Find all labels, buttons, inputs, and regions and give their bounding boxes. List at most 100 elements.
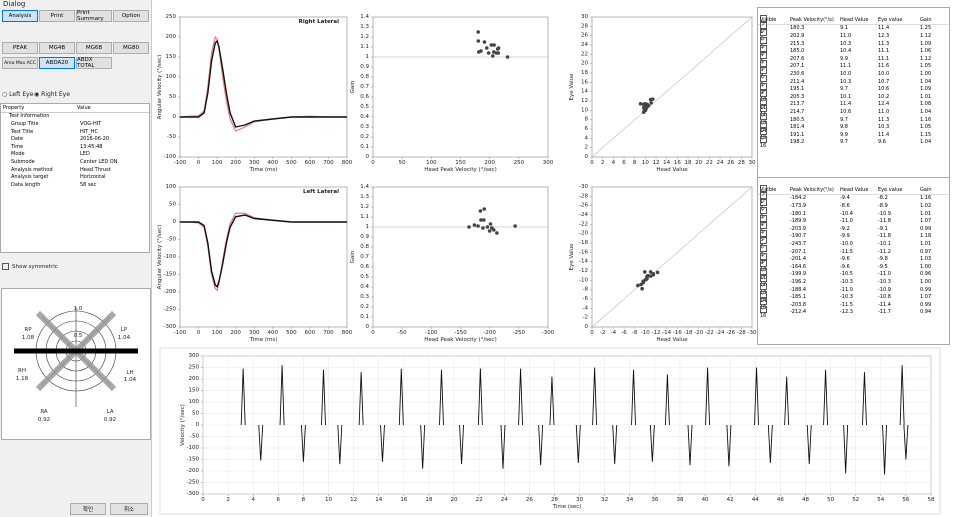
- cell: 1.18: [918, 233, 946, 239]
- checkbox[interactable]: ✓: [760, 222, 767, 230]
- ok-button[interactable]: 확인: [70, 503, 106, 515]
- x-tick-label: 250: [514, 160, 525, 166]
- cell-text: 0.99: [920, 286, 932, 293]
- checkbox[interactable]: ✓: [760, 207, 767, 215]
- checkbox[interactable]: ✓: [760, 260, 767, 268]
- checkbox[interactable]: ✓: [760, 21, 767, 29]
- checkbox[interactable]: ✓: [760, 75, 767, 83]
- x-tick-label: -100: [174, 160, 187, 166]
- impulse: [500, 424, 506, 469]
- cell: 10.3: [876, 124, 918, 130]
- checkbox[interactable]: ✓: [760, 90, 767, 98]
- checkbox[interactable]: ✓: [760, 120, 767, 128]
- select-all: [758, 178, 949, 192]
- y-tick-label: 0.3: [360, 124, 369, 130]
- checkbox[interactable]: ✓: [760, 82, 767, 90]
- radio-right-eye[interactable]: ◉ Right Eye: [34, 91, 70, 98]
- cell-text: 1.06: [920, 48, 932, 55]
- cell: -196.2: [788, 279, 838, 285]
- cell-text: 5: [760, 229, 764, 236]
- checkbox[interactable]: Show symmetric: [2, 263, 58, 270]
- cell-text: -11.0: [840, 286, 853, 293]
- checkbox[interactable]: ✓: [760, 105, 767, 113]
- checkbox[interactable]: ✓: [760, 275, 767, 283]
- checkbox[interactable]: ✓: [760, 37, 767, 45]
- checkbox[interactable]: ✓: [760, 59, 767, 67]
- x-tick-label: 30: [749, 160, 756, 166]
- cell: -203.9: [788, 226, 838, 232]
- tab[interactable]: Analysis: [2, 10, 38, 22]
- table-row: ✓ 10 -164.6 -9.6 -9.5 1.00: [758, 260, 949, 274]
- property-table: Property Value Test Information Group Title…: [0, 103, 150, 253]
- y-tick-label: -10: [579, 277, 588, 283]
- sub-tab[interactable]: ABDA20: [39, 57, 75, 69]
- table-row: ✓ 2 202.9 11.0 12.3 1.12: [758, 29, 949, 42]
- tab[interactable]: Print: [39, 10, 75, 22]
- cell-text: 14: [760, 127, 767, 134]
- cell: 9.1: [838, 25, 876, 31]
- cell-text: -11.0: [878, 271, 891, 278]
- table-row: ✓ 7 230.6 10.0 10.0 1.00: [758, 67, 949, 81]
- x-tick-label: 26: [526, 497, 533, 503]
- tab[interactable]: Print Summary: [76, 10, 112, 22]
- checkbox[interactable]: ✓: [760, 214, 767, 222]
- checkbox[interactable]: ✓: [760, 199, 767, 207]
- y-tick-label: -250: [187, 480, 200, 486]
- checkbox[interactable]: ✓: [760, 135, 767, 143]
- cell-text: 10: [760, 267, 767, 274]
- x-tick-label: 0: [201, 497, 205, 503]
- y-tick-label: 0: [366, 324, 370, 330]
- y-axis-label: Gain: [350, 80, 356, 93]
- cell-text: 211.4: [790, 78, 805, 85]
- checkbox[interactable]: ✓: [760, 97, 767, 105]
- sub-tab[interactable]: Area Max ACC: [2, 57, 38, 69]
- checkbox[interactable]: ✓: [760, 305, 767, 313]
- column-header: Value: [77, 104, 91, 111]
- point: [641, 280, 645, 285]
- checkbox[interactable]: ✓: [760, 44, 767, 52]
- sub-tab[interactable]: PEAK: [2, 42, 38, 54]
- plot-frame: [179, 16, 348, 158]
- point: [642, 107, 647, 111]
- impulse: [575, 424, 581, 463]
- x-tick-label: 800: [342, 330, 353, 336]
- cell: -189.9: [788, 218, 838, 224]
- checkbox[interactable]: ✓: [760, 191, 767, 199]
- checkbox[interactable]: ✓: [760, 237, 767, 245]
- data-table: Visible Peak Velocity(°/s) Head Value Eye v…: [757, 177, 950, 345]
- checkbox[interactable]: ✓: [760, 52, 767, 60]
- checkbox[interactable]: ✓: [760, 67, 767, 75]
- sub-tab[interactable]: MG6B: [76, 42, 112, 54]
- checkbox[interactable]: ✓: [760, 245, 767, 253]
- sub-tab[interactable]: MG4B: [39, 42, 75, 54]
- sub-tab[interactable]: MG80: [113, 42, 149, 54]
- checkbox[interactable]: ✓: [760, 283, 767, 291]
- point: [472, 223, 477, 227]
- cell: ✓ 7: [758, 237, 788, 250]
- radio-label: Right Eye: [41, 91, 70, 98]
- cell: 9.6: [876, 139, 918, 145]
- checkbox[interactable]: ✓: [760, 290, 767, 298]
- tab[interactable]: Option: [113, 10, 149, 22]
- y-tick-label: -200: [187, 468, 200, 474]
- checkbox[interactable]: ✓: [760, 29, 767, 37]
- y-axis-label: Gain: [350, 250, 356, 263]
- cell: 1.07: [918, 294, 946, 300]
- property-value: Center LED ON: [80, 158, 118, 165]
- cell-text: -10.5: [840, 271, 853, 278]
- x-tick-label: 50: [827, 497, 834, 503]
- sub-tab[interactable]: ABDX TOTAL: [76, 57, 112, 69]
- checkbox[interactable]: ✓: [760, 298, 767, 306]
- impulse: [592, 367, 598, 426]
- checkbox[interactable]: ✓: [760, 267, 767, 275]
- checkbox[interactable]: ✓: [760, 252, 767, 260]
- cancel-button[interactable]: 취소: [110, 503, 148, 515]
- cell-text: 191.1: [790, 131, 805, 138]
- checkbox[interactable]: ✓: [760, 229, 767, 237]
- x-axis-label: Time (ms): [249, 167, 278, 173]
- checkbox[interactable]: ✓: [760, 128, 767, 136]
- cell-text: 7: [760, 74, 764, 81]
- checkbox[interactable]: ✓: [760, 113, 767, 121]
- column-header: Eye value: [878, 16, 903, 23]
- radio-left-eye[interactable]: ○ Left Eye: [2, 91, 34, 98]
